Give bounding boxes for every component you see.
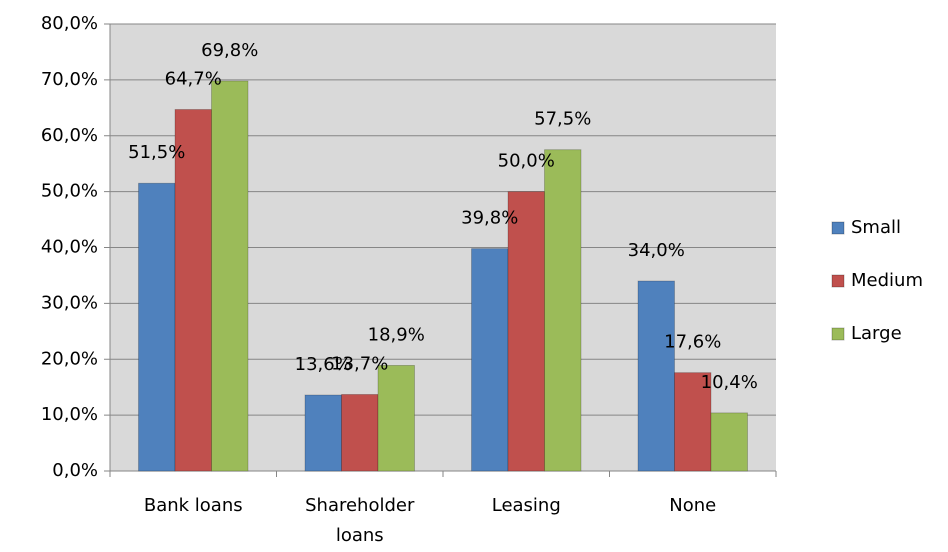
data-label: 10,4% xyxy=(701,372,758,393)
data-label: 34,0% xyxy=(628,240,685,261)
data-label: 69,8% xyxy=(201,40,258,61)
y-tick-label: 0,0% xyxy=(52,460,98,481)
x-tick-label: Leasing xyxy=(491,495,561,516)
x-tick-label: None xyxy=(669,495,717,516)
bar xyxy=(710,412,748,472)
legend-label: Large xyxy=(851,323,902,344)
legend-swatch xyxy=(831,221,845,235)
bar xyxy=(507,191,545,472)
bar xyxy=(471,248,509,472)
bar xyxy=(304,394,342,472)
legend-label: Small xyxy=(851,217,901,238)
y-tick-label: 80,0% xyxy=(41,13,98,34)
bar xyxy=(637,280,675,472)
y-tick-label: 60,0% xyxy=(41,125,98,146)
data-label: 17,6% xyxy=(664,332,721,353)
y-tick-label: 20,0% xyxy=(41,348,98,369)
bar xyxy=(174,109,212,472)
data-label: 39,8% xyxy=(461,208,518,229)
legend-swatch xyxy=(831,327,845,341)
legend-swatch xyxy=(831,274,845,288)
legend-label: Medium xyxy=(851,270,923,291)
bar xyxy=(211,80,249,472)
bar xyxy=(544,149,582,472)
bar xyxy=(341,394,379,472)
data-label: 50,0% xyxy=(498,151,555,172)
y-tick-label: 40,0% xyxy=(41,237,98,258)
data-label: 51,5% xyxy=(128,142,185,163)
data-label: 64,7% xyxy=(165,68,222,89)
y-tick-label: 10,0% xyxy=(41,404,98,425)
data-label: 57,5% xyxy=(534,109,591,130)
y-tick-label: 70,0% xyxy=(41,69,98,90)
bar xyxy=(674,372,712,472)
bar xyxy=(138,182,176,472)
y-tick-label: 30,0% xyxy=(41,292,98,313)
y-tick-label: 50,0% xyxy=(41,181,98,202)
data-label: 18,9% xyxy=(368,324,425,345)
x-tick-label: Shareholder loans xyxy=(305,495,415,546)
data-label: 13,6% xyxy=(295,354,352,375)
x-tick-label: Bank loans xyxy=(143,495,243,516)
data-label: 13,7% xyxy=(331,353,388,374)
bar xyxy=(377,364,415,472)
